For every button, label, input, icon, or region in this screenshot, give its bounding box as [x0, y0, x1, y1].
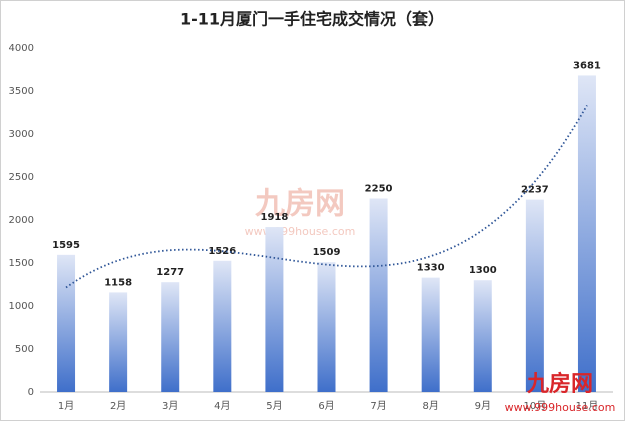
value-label: 2250	[365, 184, 393, 195]
y-tick-label: 4000	[9, 43, 34, 54]
value-label: 1277	[156, 267, 184, 278]
value-label: 1300	[469, 265, 497, 276]
y-tick-label: 1000	[9, 301, 34, 312]
bar	[369, 198, 388, 392]
x-tick-label: 9月	[475, 400, 491, 412]
y-tick-label: 1500	[9, 258, 34, 269]
bar	[317, 262, 336, 392]
x-tick-label: 6月	[318, 400, 334, 412]
bar	[577, 75, 596, 393]
y-tick-label: 2500	[9, 172, 34, 183]
x-tick-label: 1月	[58, 400, 74, 412]
value-label: 1158	[104, 277, 132, 288]
bar	[213, 260, 232, 392]
y-tick-label: 0	[28, 387, 34, 398]
value-label: 1330	[417, 263, 445, 274]
bar	[473, 280, 492, 392]
logo-url: www.999house.com	[505, 401, 616, 414]
value-label: 1509	[313, 247, 341, 258]
y-tick-label: 3000	[9, 129, 34, 140]
trendline	[65, 104, 588, 289]
y-tick-label: 500	[15, 344, 34, 355]
chart-title: 1-11月厦门一手住宅成交情况（套）	[180, 10, 444, 29]
x-tick-label: 4月	[214, 400, 230, 412]
watermark-brand: 九房网	[255, 187, 345, 222]
value-label: 1595	[52, 240, 80, 251]
value-label: 2237	[521, 185, 549, 196]
x-tick-label: 8月	[422, 400, 438, 412]
x-tick-label: 5月	[266, 400, 282, 412]
x-tick-label: 7月	[370, 400, 386, 412]
bar	[57, 254, 76, 392]
watermark-url: www.999house.com	[245, 225, 356, 238]
bar	[109, 292, 128, 392]
value-label: 3681	[573, 60, 601, 71]
x-tick-label: 10月	[523, 400, 546, 412]
value-label: 1918	[260, 212, 288, 223]
y-tick-label: 3500	[9, 86, 34, 97]
bar	[265, 227, 284, 392]
x-tick-label: 3月	[162, 400, 178, 412]
y-tick-label: 2000	[9, 215, 34, 226]
logo-brand: 九房网	[526, 371, 593, 397]
x-tick-label: 11月	[576, 400, 599, 412]
bar	[421, 277, 440, 392]
bar	[525, 199, 544, 392]
x-tick-label: 2月	[110, 400, 126, 412]
bar	[161, 282, 180, 392]
